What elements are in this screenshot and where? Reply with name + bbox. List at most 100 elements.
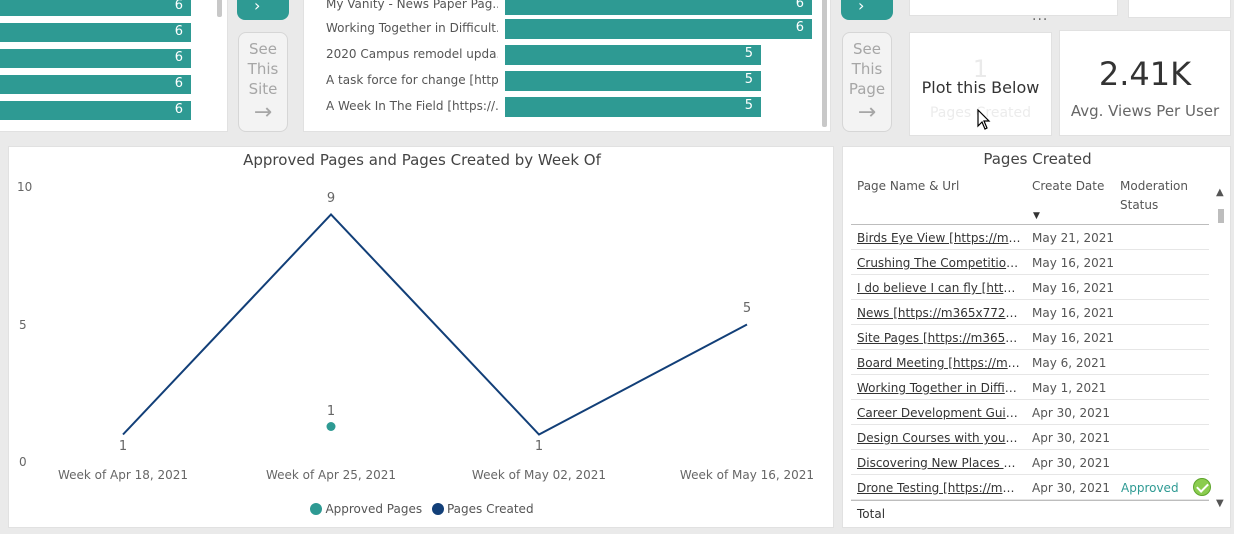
page-name-link[interactable]: I do believe I can fly [https:...: [857, 281, 1021, 295]
bar-label: 2020 Campus remodel upda...: [326, 47, 498, 61]
bar-value: 5: [744, 98, 753, 113]
create-date: Apr 30, 2021: [1032, 406, 1111, 420]
column-header-status[interactable]: Moderation Status: [1120, 177, 1188, 215]
top-pages-bar-chart: My Vanity - News Paper Pag... 6 Working …: [303, 0, 831, 132]
scrollbar[interactable]: [822, 0, 827, 127]
bar-row[interactable]: A task force for change [http... 5: [304, 71, 824, 91]
data-label: 5: [742, 300, 752, 316]
see-this-site-button[interactable]: See This Site →: [238, 32, 288, 132]
pages-created-table: Pages Created Page Name & Url Create Dat…: [842, 146, 1231, 528]
arrow-right-icon: →: [253, 100, 273, 125]
bar[interactable]: 6: [0, 23, 191, 42]
column-header-date[interactable]: Create Date: [1032, 179, 1105, 193]
page-name-link[interactable]: Board Meeting [https://m3...: [857, 356, 1021, 370]
table-row[interactable]: Working Together in Difficu... May 1, 202…: [851, 375, 1209, 400]
bar-value: 6: [174, 76, 183, 91]
page-name-link[interactable]: Crushing The Competition ...: [857, 256, 1021, 270]
table-row[interactable]: Site Pages [https://m365x7... May 16, 202…: [851, 325, 1209, 350]
bar[interactable]: 6: [0, 101, 191, 120]
create-date: May 16, 2021: [1032, 306, 1115, 320]
card-ghost-value: 1: [972, 55, 989, 83]
table-row[interactable]: Design Courses with yours ... Apr 30, 202…: [851, 425, 1209, 450]
legend-dot-icon: [310, 503, 323, 515]
table-row[interactable]: Career Development Guide... Apr 30, 2021: [851, 400, 1209, 425]
scrollbar[interactable]: [217, 0, 222, 17]
chart-title: Approved Pages and Pages Created by Week…: [243, 151, 601, 169]
table-row[interactable]: Discovering New Places Th... Apr 30, 2021: [851, 450, 1209, 475]
bar-row[interactable]: 2020 Campus remodel upda... 5: [304, 45, 824, 65]
page-name-link[interactable]: Working Together in Difficu...: [857, 381, 1021, 395]
card-value: 2.41K: [1098, 55, 1192, 93]
page-name-link[interactable]: Drone Testing [https://m36...: [857, 481, 1021, 495]
create-date: Apr 30, 2021: [1032, 431, 1111, 445]
table-scrollbar[interactable]: ▲ ▼: [1216, 187, 1225, 509]
create-date: Apr 30, 2021: [1032, 481, 1111, 495]
page-name-link[interactable]: Design Courses with yours ...: [857, 431, 1021, 445]
page-name-link[interactable]: Discovering New Places Th...: [857, 456, 1021, 470]
bar[interactable]: 6: [0, 75, 191, 94]
button-label: Page: [848, 80, 886, 98]
bar-value: 6: [174, 0, 183, 13]
table-row[interactable]: Birds Eye View [https://m36... May 21, 20…: [851, 225, 1209, 250]
chevron-right-icon: ›: [254, 0, 261, 15]
sort-descending-icon[interactable]: ▼: [1033, 211, 1040, 221]
bar-label: Working Together in Difficult...: [326, 21, 498, 35]
page-name-link[interactable]: Career Development Guide...: [857, 406, 1021, 420]
create-date: May 16, 2021: [1032, 256, 1115, 270]
bar[interactable]: 6: [0, 0, 191, 16]
legend-label[interactable]: Pages Created: [446, 502, 534, 516]
more-options-icon[interactable]: ...: [1032, 8, 1049, 24]
column-header-name[interactable]: Page Name & Url: [857, 179, 960, 193]
bar[interactable]: 6: [0, 49, 191, 68]
data-label: 1: [326, 403, 336, 419]
series-line-pages-created[interactable]: [122, 213, 748, 436]
total-label: Total: [857, 507, 886, 521]
button-label: This: [247, 60, 279, 78]
table-row[interactable]: Crushing The Competition ... May 16, 2021: [851, 250, 1209, 275]
button-label: This: [851, 60, 883, 78]
header-divider: [851, 224, 1209, 225]
arrow-right-icon: →: [857, 100, 877, 125]
avg-views-card: 2.41K Avg. Views Per User: [1059, 30, 1231, 136]
see-this-page-button[interactable]: See This Page →: [842, 32, 892, 132]
bar[interactable]: 5: [505, 71, 761, 91]
scroll-thumb[interactable]: [1218, 209, 1224, 223]
check-circle-icon: [1193, 478, 1211, 496]
moderation-status: Approved: [1121, 481, 1179, 495]
bar[interactable]: 5: [505, 45, 761, 65]
bar-row[interactable]: A Week In The Field [https://... 5: [304, 97, 824, 117]
scroll-down-icon[interactable]: ▼: [1216, 498, 1224, 509]
data-label: 1: [118, 438, 128, 454]
button-label: See: [249, 40, 277, 58]
page-nav-top-button[interactable]: ›: [841, 0, 893, 20]
data-label: 9: [326, 190, 336, 206]
page-name-link[interactable]: News [https://m365x77256...: [857, 306, 1021, 320]
bar-value: 6: [174, 24, 183, 39]
bar-label: My Vanity - News Paper Pag...: [326, 0, 498, 11]
table-row[interactable]: I do believe I can fly [https:... May 16,…: [851, 275, 1209, 300]
x-tick-label: Week of Apr 25, 2021: [265, 468, 397, 482]
bar[interactable]: 6: [505, 19, 812, 39]
mouse-cursor-icon: [977, 109, 991, 130]
page-name-link[interactable]: Birds Eye View [https://m36...: [857, 231, 1021, 245]
legend-label[interactable]: Approved Pages: [325, 502, 423, 516]
table-row[interactable]: Drone Testing [https://m36... Apr 30, 202…: [851, 475, 1211, 500]
page-name-link[interactable]: Site Pages [https://m365x7...: [857, 331, 1021, 345]
table-row[interactable]: Board Meeting [https://m3... May 6, 2021: [851, 350, 1209, 375]
create-date: May 16, 2021: [1032, 331, 1115, 345]
scroll-up-icon[interactable]: ▲: [1216, 187, 1224, 198]
card-label: Plot this Below: [921, 78, 1040, 97]
series-point-approved-pages[interactable]: [326, 422, 336, 431]
table-title: Pages Created: [983, 150, 1092, 168]
site-nav-top-button[interactable]: ›: [237, 0, 289, 20]
bar[interactable]: 5: [505, 97, 761, 117]
card-top-partial: [1128, 0, 1231, 18]
bar-row[interactable]: Working Together in Difficult... 6: [304, 19, 824, 39]
chart-legend: Approved Pages Pages Created: [9, 502, 835, 516]
bar-row[interactable]: My Vanity - News Paper Pag... 6: [304, 0, 824, 15]
table-row[interactable]: News [https://m365x77256... May 16, 2021: [851, 300, 1209, 325]
bar[interactable]: 6: [505, 0, 812, 15]
line-chart-panel: Approved Pages and Pages Created by Week…: [8, 146, 834, 528]
x-tick-label: Week of Apr 18, 2021: [57, 468, 189, 482]
chart-plot-area: [122, 213, 748, 436]
